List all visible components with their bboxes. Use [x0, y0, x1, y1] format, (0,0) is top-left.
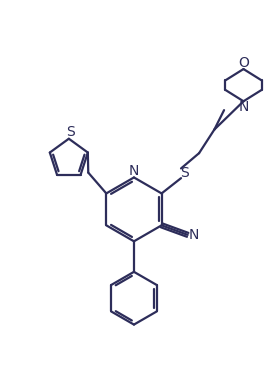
Text: N: N	[129, 163, 139, 178]
Text: N: N	[189, 228, 199, 242]
Text: S: S	[66, 125, 74, 139]
Text: O: O	[238, 56, 249, 70]
Text: N: N	[238, 100, 249, 114]
Text: S: S	[180, 166, 189, 180]
